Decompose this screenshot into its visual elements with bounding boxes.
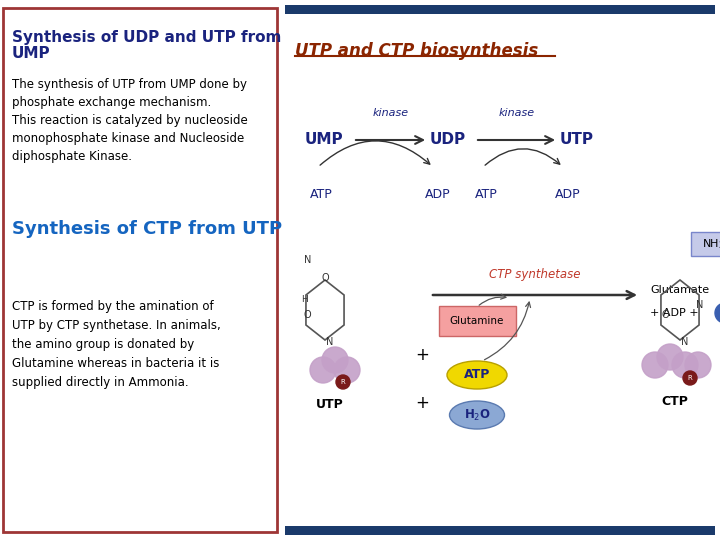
Text: +: + [415, 394, 429, 412]
Text: + ADP +: + ADP + [650, 308, 702, 318]
Ellipse shape [449, 401, 505, 429]
Text: UTP: UTP [560, 132, 594, 147]
Bar [285, 5, 715, 14]
Text: N: N [326, 337, 333, 347]
Text: N: N [305, 255, 312, 265]
Circle shape [310, 357, 336, 383]
Circle shape [657, 344, 683, 370]
FancyBboxPatch shape [3, 8, 277, 532]
Text: UTP: UTP [316, 398, 344, 411]
Text: H$_2$O: H$_2$O [464, 408, 490, 422]
Text: +: + [415, 346, 429, 364]
Text: ATP: ATP [464, 368, 490, 381]
Text: ADP: ADP [555, 188, 580, 201]
Text: ATP: ATP [310, 188, 333, 201]
Text: UMP: UMP [305, 132, 343, 147]
Text: The synthesis of UTP from UMP done by
phosphate exchange mechanism.
This reactio: The synthesis of UTP from UMP done by ph… [12, 78, 248, 163]
Ellipse shape [447, 361, 507, 389]
Text: Synthesis of UDP and UTP from: Synthesis of UDP and UTP from [12, 30, 282, 45]
Text: CTP: CTP [662, 395, 688, 408]
Text: O: O [661, 310, 669, 320]
Text: H: H [302, 295, 308, 305]
Text: R: R [341, 379, 346, 385]
Text: CTP is formed by the amination of
UTP by CTP synthetase. In animals,
the amino g: CTP is formed by the amination of UTP by… [12, 300, 221, 389]
Circle shape [683, 371, 697, 385]
Text: UMP: UMP [12, 46, 50, 61]
Text: NH$_2$: NH$_2$ [702, 237, 720, 251]
Text: kinase: kinase [498, 108, 534, 118]
FancyBboxPatch shape [439, 306, 516, 336]
Circle shape [642, 352, 668, 378]
Text: ATP: ATP [475, 188, 498, 201]
FancyBboxPatch shape [691, 232, 720, 256]
Text: Glutamine: Glutamine [450, 316, 504, 326]
Text: O: O [321, 273, 329, 283]
Text: N: N [696, 300, 703, 310]
Text: N: N [681, 337, 689, 347]
Circle shape [322, 347, 348, 373]
Circle shape [685, 352, 711, 378]
Text: ADP: ADP [425, 188, 451, 201]
Circle shape [672, 352, 698, 378]
Text: UDP: UDP [430, 132, 466, 147]
Circle shape [336, 375, 350, 389]
Text: Glutamate: Glutamate [650, 285, 709, 295]
Text: R: R [688, 375, 693, 381]
Text: kinase: kinase [372, 108, 408, 118]
Text: UTP and CTP biosynthesis: UTP and CTP biosynthesis [295, 42, 539, 60]
Circle shape [334, 357, 360, 383]
Text: O: O [303, 310, 311, 320]
Circle shape [715, 303, 720, 323]
Bar [285, 526, 715, 535]
Text: Synthesis of CTP from UTP: Synthesis of CTP from UTP [12, 220, 282, 238]
Text: CTP synthetase: CTP synthetase [490, 268, 581, 281]
